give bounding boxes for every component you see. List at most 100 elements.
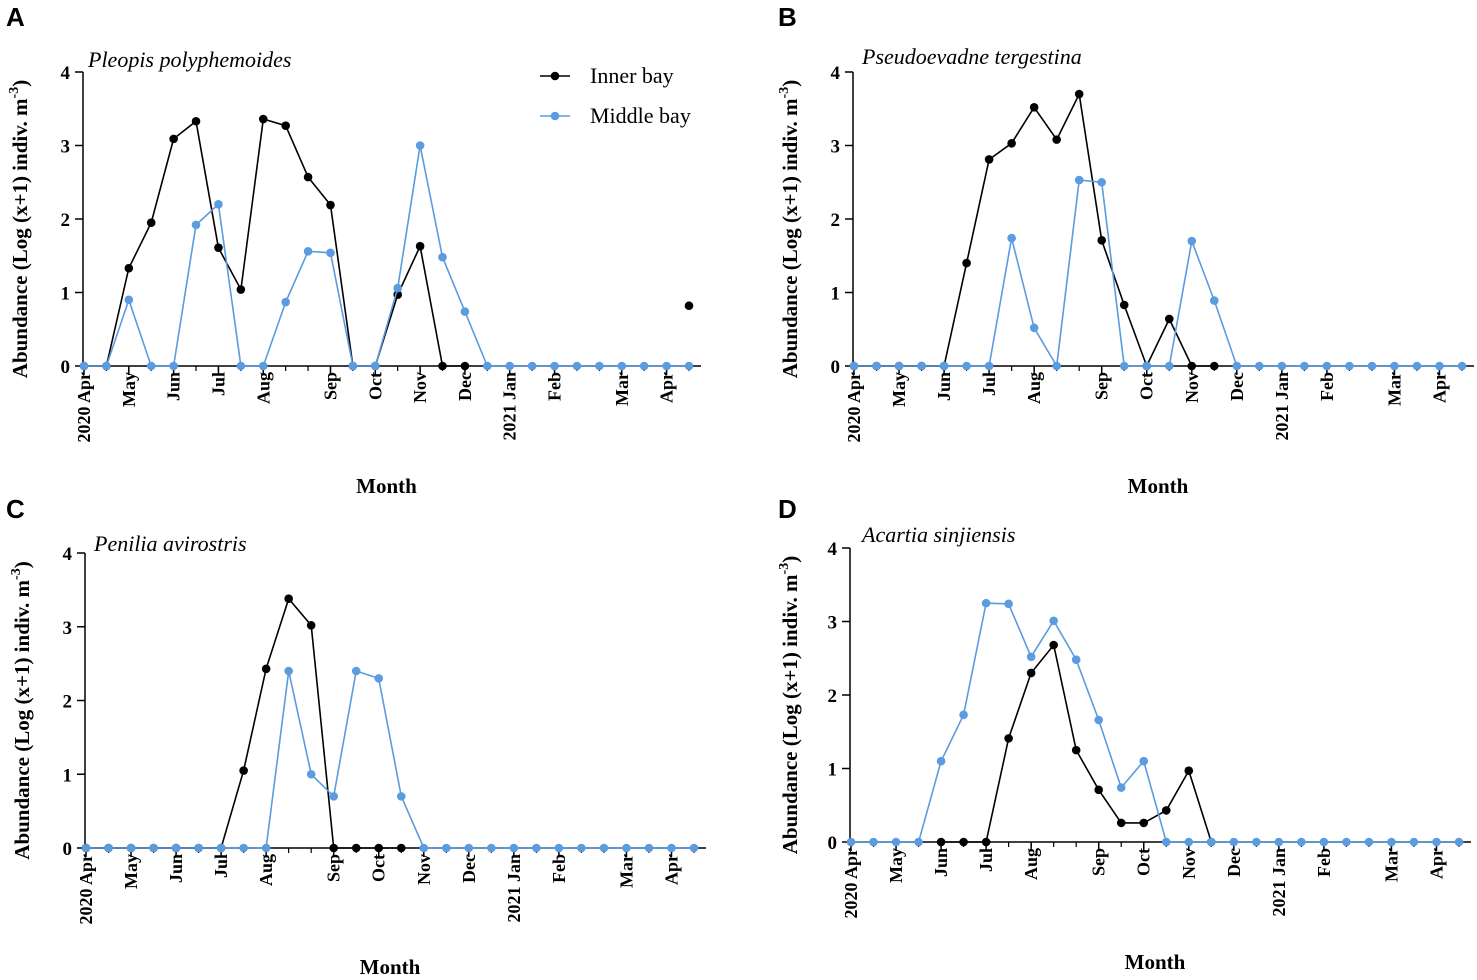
data-point-middle-bay xyxy=(1364,837,1374,847)
data-point-middle-bay xyxy=(460,307,470,316)
data-point-inner-bay xyxy=(284,594,293,604)
data-point-middle-bay xyxy=(214,200,223,209)
x-tick-label: Aug xyxy=(253,372,273,404)
y-axis-title: Abundance (Log (x+1) indiv. m-3) xyxy=(777,80,802,378)
x-tick-label: Mar xyxy=(1384,372,1404,406)
y-tick-label: 0 xyxy=(828,833,838,854)
x-tick-label: Sep xyxy=(1089,848,1109,876)
y-tick-label: 2 xyxy=(63,692,73,713)
data-point-middle-bay xyxy=(1457,361,1467,371)
data-point-middle-bay xyxy=(171,843,181,853)
x-tick-label: 2021 Jan xyxy=(500,372,520,441)
y-tick-label: 0 xyxy=(61,357,71,378)
x-tick-label: Jun xyxy=(931,848,951,877)
data-point-middle-bay xyxy=(102,361,111,371)
data-point-middle-bay xyxy=(509,843,519,853)
data-point-middle-bay xyxy=(81,843,91,853)
data-point-middle-bay xyxy=(1161,837,1171,847)
data-point-middle-bay xyxy=(438,252,447,262)
x-tick-label: Apr xyxy=(1426,848,1446,879)
x-tick-label: Nov xyxy=(1179,848,1199,879)
data-point-middle-bay xyxy=(527,361,537,371)
data-point-inner-bay xyxy=(374,843,384,853)
species-title: Acartia sinjiensis xyxy=(860,522,1015,547)
series-line-middle-bay xyxy=(851,602,1459,843)
data-point-inner-bay xyxy=(1139,818,1149,828)
data-point-middle-bay xyxy=(1435,361,1444,371)
data-point-middle-bay xyxy=(984,361,994,371)
data-point-middle-bay xyxy=(1209,296,1219,305)
chart-panel-c: C 0 1 2 3 4 2020 Apr May Jun Jul Aug Sep Oct Nov Dec 20… xyxy=(6,494,706,979)
data-point-middle-bay xyxy=(191,220,201,230)
data-point-middle-bay xyxy=(441,843,451,853)
data-point-middle-bay xyxy=(126,843,136,853)
data-point-inner-bay xyxy=(1164,314,1174,324)
x-tick-label: 2021 Jan xyxy=(504,854,524,923)
series-line-middle-bay xyxy=(854,179,1462,369)
data-point-inner-bay xyxy=(329,843,339,853)
data-point-middle-bay xyxy=(617,361,627,371)
data-point-inner-bay xyxy=(261,664,271,674)
data-point-middle-bay xyxy=(374,674,384,683)
data-point-middle-bay xyxy=(577,843,586,853)
x-tick-label: Jun xyxy=(166,854,186,883)
x-tick-label: Sep xyxy=(320,372,340,400)
data-point-middle-bay xyxy=(917,361,926,371)
data-point-middle-bay xyxy=(284,666,293,676)
y-tick-label: 4 xyxy=(61,63,71,84)
data-point-inner-bay xyxy=(396,843,406,853)
data-point-middle-bay xyxy=(1229,837,1239,847)
x-axis-title: Month xyxy=(1128,474,1189,498)
data-point-middle-bay xyxy=(483,361,492,371)
x-tick-label: Apr xyxy=(1429,372,1449,403)
data-point-middle-bay xyxy=(1097,177,1107,187)
data-point-inner-bay xyxy=(684,301,694,311)
panel-letter: D xyxy=(778,494,797,524)
panel-letter: C xyxy=(6,494,25,524)
series-line-middle-bay xyxy=(86,669,694,849)
x-tick-label: Aug xyxy=(1021,848,1041,880)
y-tick-label: 0 xyxy=(63,839,73,860)
y-tick-label: 4 xyxy=(831,63,841,84)
x-axis-title: Month xyxy=(1125,950,1186,974)
data-point-middle-bay xyxy=(1007,233,1016,243)
data-point-middle-bay xyxy=(329,792,339,801)
y-tick-label: 3 xyxy=(63,618,73,639)
data-point-inner-bay xyxy=(1026,668,1036,678)
data-point-middle-bay xyxy=(149,843,158,853)
legend-label: Inner bay xyxy=(590,63,674,88)
x-tick-label: Nov xyxy=(414,854,434,885)
data-point-inner-bay xyxy=(984,155,994,164)
x-tick-label: Apr xyxy=(657,372,677,403)
data-point-middle-bay xyxy=(1319,837,1329,847)
x-tick-label: Feb xyxy=(549,854,569,883)
data-point-middle-bay xyxy=(505,361,515,371)
data-point-middle-bay xyxy=(216,843,226,853)
data-point-inner-bay xyxy=(258,114,268,124)
data-point-inner-bay xyxy=(1097,236,1107,245)
x-tick-label: 2021 Jan xyxy=(1272,372,1292,441)
data-point-middle-bay xyxy=(351,666,361,676)
data-point-middle-bay xyxy=(962,361,971,371)
x-tick-label: Dec xyxy=(1224,848,1244,877)
data-point-middle-bay xyxy=(1409,837,1419,847)
y-axis-title: Abundance (Log (x+1) indiv. m-3) xyxy=(9,561,34,859)
x-tick-label: Oct xyxy=(369,854,389,882)
data-point-middle-bay xyxy=(79,361,89,371)
data-point-middle-bay xyxy=(1116,783,1126,792)
data-point-middle-bay xyxy=(1232,361,1242,371)
x-tick-label: Jun xyxy=(934,372,954,401)
x-tick-label: Jul xyxy=(976,848,996,872)
data-point-middle-bay xyxy=(914,837,923,847)
data-point-middle-bay xyxy=(667,843,676,853)
x-tick-label: Sep xyxy=(324,854,344,882)
chart-panel-d: D 0 1 2 3 4 2020 Apr May Jun Jul Aug Sep Oct Nov Dec 20… xyxy=(777,494,1471,974)
y-tick-label: 4 xyxy=(63,544,73,565)
y-tick-label: 1 xyxy=(831,284,841,305)
data-point-middle-bay xyxy=(1300,361,1309,371)
x-tick-label: Oct xyxy=(1137,372,1157,400)
data-point-middle-bay xyxy=(891,837,901,847)
species-title: Penilia avirostris xyxy=(93,531,247,556)
x-tick-label: 2021 Jan xyxy=(1269,848,1289,917)
data-point-middle-bay xyxy=(396,792,406,801)
